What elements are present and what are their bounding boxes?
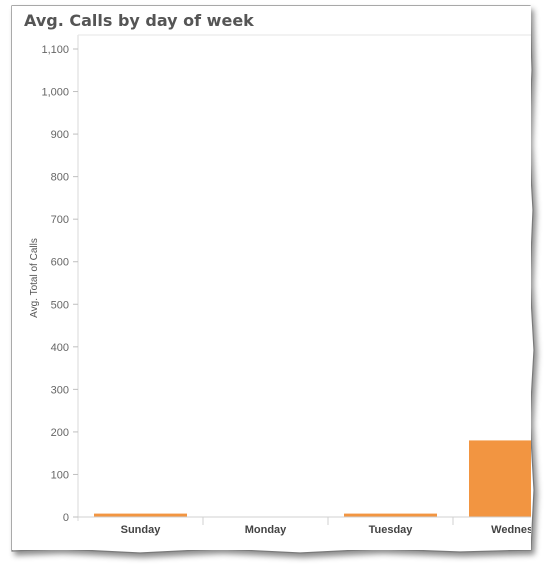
- y-axis: 0 100 200 300 400 500 600 700 800 900 1,000 1,100: [41, 34, 531, 524]
- bar[interactable]: [344, 513, 437, 517]
- y-tick-label: 400: [51, 342, 69, 354]
- x-tick-label: Tuesday: [369, 524, 414, 536]
- y-tick-label: 900: [51, 129, 69, 141]
- bar-chart: 0 100 200 300 400 500 600 700 800 900 1,000 1,100 S…: [29, 34, 531, 536]
- y-axis-title: Avg. Total of Calls: [29, 238, 40, 318]
- y-tick-label: 1,100: [41, 44, 69, 56]
- y-tick-label: 100: [51, 469, 69, 481]
- y-tick-label: 800: [51, 172, 69, 184]
- x-axis: Sunday Monday Tuesday Wednesd: [78, 516, 531, 536]
- chart-card: Avg. Calls by day of week 0 100 200 300 400 5…: [12, 6, 531, 550]
- y-tick-label: 700: [51, 214, 69, 226]
- y-tick-label: 1,000: [41, 87, 69, 99]
- y-tick-label: 300: [51, 384, 69, 396]
- chart-title: Avg. Calls by day of week: [24, 11, 254, 30]
- x-tick-label: Sunday: [121, 524, 162, 536]
- bar[interactable]: [469, 440, 531, 517]
- bars: [94, 440, 531, 517]
- x-tick-label: Monday: [245, 524, 287, 536]
- x-tick-label: Wednesd: [491, 524, 531, 536]
- bar[interactable]: [94, 513, 187, 517]
- y-tick-label: 200: [51, 427, 69, 439]
- y-tick-label: 500: [51, 299, 69, 311]
- y-tick-label: 0: [63, 512, 69, 524]
- y-tick-label: 600: [51, 257, 69, 269]
